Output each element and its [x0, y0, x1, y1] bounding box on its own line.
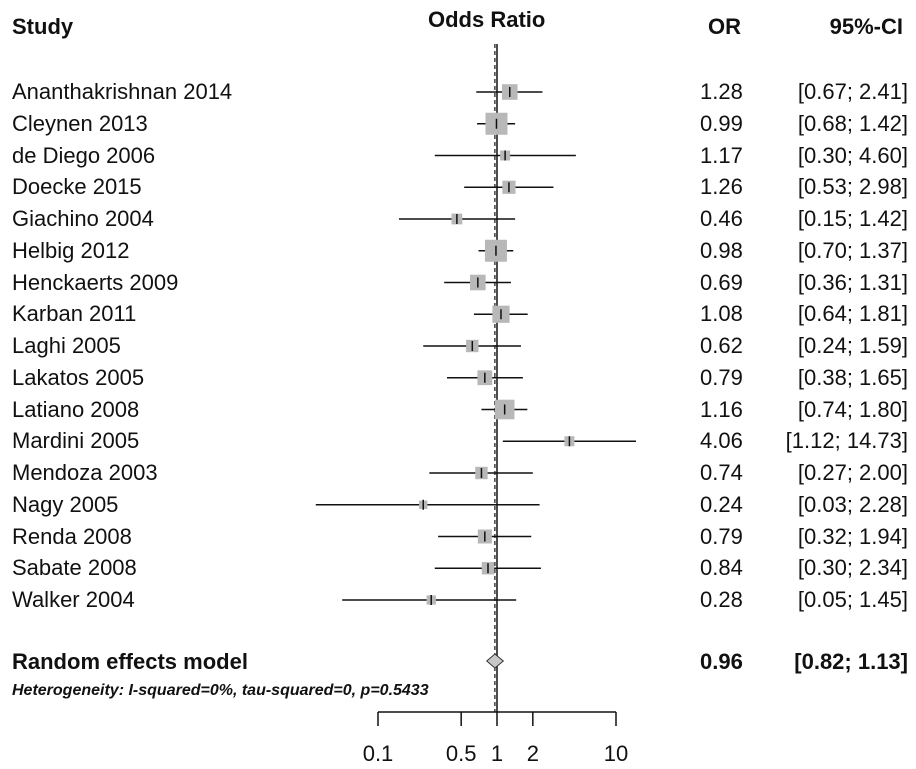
study-or: 0.74	[700, 460, 743, 485]
study-ci: [0.36; 1.31]	[797, 269, 908, 295]
study-name: Helbig 2012	[12, 237, 130, 263]
study-ci: [0.53; 2.98]	[797, 174, 908, 200]
study-name: Mendoza 2003	[12, 460, 158, 485]
summary-diamond	[485, 653, 505, 669]
x-tick-label: 1	[490, 741, 504, 766]
study-ci: [0.27; 2.00]	[797, 460, 908, 485]
study-or: 0.84	[700, 555, 743, 581]
study-or: 0.24	[700, 491, 743, 517]
study-or: 1.16	[700, 396, 743, 422]
study-ci: [0.74; 1.80]	[797, 396, 908, 422]
study-name: Mardini 2005	[12, 428, 140, 454]
header-or: OR	[708, 14, 741, 39]
study-name: Henckaerts 2009	[12, 269, 179, 295]
study-ci: [0.24; 1.59]	[797, 333, 908, 358]
summary-label: Random effects model	[12, 649, 248, 674]
study-ci: [0.64; 1.81]	[797, 301, 908, 327]
header-ci: 95%-CI	[829, 14, 903, 39]
study-ci: [0.30; 4.60]	[797, 142, 908, 168]
study-name: Latiano 2008	[12, 396, 140, 422]
study-ci: [0.03; 2.28]	[797, 491, 908, 517]
study-or: 0.79	[700, 364, 743, 390]
study-name: Ananthakrishnan 2014	[12, 79, 233, 104]
study-ci: [0.68; 1.42]	[797, 110, 908, 136]
study-name: de Diego 2006	[12, 142, 156, 168]
study-name: Giachino 2004	[12, 206, 154, 231]
study-or: 1.08	[700, 301, 743, 327]
study-or: 4.06	[700, 428, 743, 454]
study-or: 0.79	[700, 523, 743, 549]
study-or: 1.28	[700, 79, 743, 104]
study-name: Karban 2011	[12, 301, 137, 327]
study-name: Doecke 2015	[12, 174, 142, 200]
study-ci: [0.32; 1.94]	[797, 523, 908, 549]
study-or: 0.69	[700, 269, 743, 295]
study-or: 0.99	[700, 110, 743, 136]
study-ci: [0.15; 1.42]	[797, 206, 908, 231]
study-name: Lakatos 2005	[12, 364, 145, 390]
study-ci: [0.05; 1.45]	[797, 587, 908, 612]
study-or: 1.26	[700, 174, 743, 200]
header-study: Study	[12, 14, 74, 39]
study-or: 0.98	[700, 237, 743, 263]
study-or: 0.28	[700, 587, 743, 612]
study-name: Nagy 2005	[12, 491, 119, 517]
study-ci: [0.30; 2.34]	[797, 555, 908, 581]
summary-or: 0.96	[700, 649, 743, 674]
heterogeneity-note: Heterogeneity: I-squared=0%, tau-squared…	[12, 682, 429, 699]
study-name: Walker 2004	[12, 587, 135, 612]
summary-ci: [0.82; 1.13]	[794, 649, 908, 674]
study-ci: [0.67; 2.41]	[797, 79, 908, 104]
header-odds-ratio: Odds Ratio	[428, 7, 546, 32]
study-name: Sabate 2008	[12, 555, 137, 581]
study-or: 1.17	[700, 142, 743, 168]
study-name: Laghi 2005	[12, 333, 121, 358]
study-or: 0.46	[700, 206, 743, 231]
study-name: Renda 2008	[12, 523, 132, 549]
study-name: Cleynen 2013	[12, 110, 148, 136]
x-tick-label: 2	[526, 741, 539, 766]
study-or: 0.62	[700, 333, 743, 358]
study-ci: [0.70; 1.37]	[797, 237, 908, 263]
study-ci: [0.38; 1.65]	[797, 364, 908, 390]
x-tick-label: 10	[603, 741, 629, 766]
study-ci: [1.12; 14.73]	[785, 428, 908, 454]
x-tick-label: 0.1	[362, 741, 394, 766]
x-tick-label: 0.5	[445, 741, 477, 766]
